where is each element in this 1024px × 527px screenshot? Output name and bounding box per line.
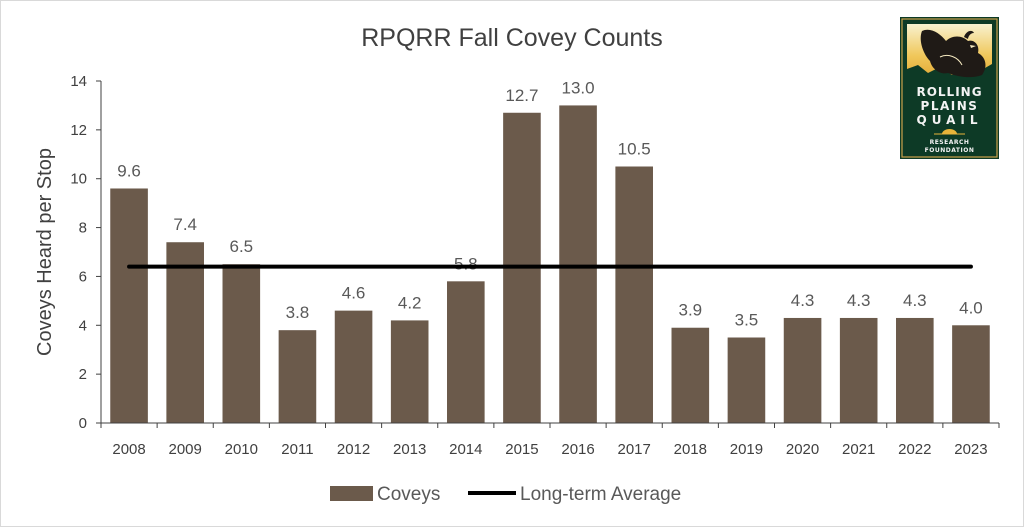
x-tick-label-2019: 2019: [730, 441, 763, 458]
x-tick-label-2015: 2015: [505, 441, 538, 458]
quail-icon: [920, 29, 986, 78]
x-tick-label-2021: 2021: [842, 441, 875, 458]
y-tick-label: 0: [79, 415, 87, 432]
y-tick-label: 14: [70, 73, 87, 90]
x-tick-label-2008: 2008: [112, 441, 145, 458]
x-tick-label-2023: 2023: [954, 441, 987, 458]
x-tick-label-2018: 2018: [674, 441, 707, 458]
data-label-2014: 5.8: [454, 254, 478, 273]
bar-2018: [671, 327, 710, 423]
data-label-2018: 3.9: [678, 301, 702, 320]
y-axis-title: Coveys Heard per Stop: [34, 148, 56, 356]
bar-2019: [727, 337, 766, 423]
x-tick-label-2012: 2012: [337, 441, 370, 458]
x-tick-label-2014: 2014: [449, 441, 482, 458]
y-tick-label: 12: [70, 122, 87, 139]
bar-2022: [896, 317, 934, 423]
x-tick-label-2011: 2011: [281, 441, 313, 458]
x-tick-label-2010: 2010: [225, 441, 258, 458]
y-tick-label: 8: [79, 220, 87, 237]
data-label-2011: 3.8: [286, 303, 310, 322]
data-label-2016: 13.0: [562, 78, 595, 97]
x-tick-label-2020: 2020: [786, 441, 819, 458]
data-label-2013: 4.2: [398, 293, 422, 312]
x-tick-label-2016: 2016: [561, 441, 594, 458]
y-tick-label: 6: [79, 268, 87, 285]
logo-line-3: QUAIL: [917, 113, 983, 127]
data-label-2020: 4.3: [791, 291, 815, 310]
data-label-2009: 7.4: [173, 215, 197, 234]
bar-2013: [390, 320, 429, 423]
data-label-2022: 4.3: [903, 291, 927, 310]
logo-line-4: RESEARCH: [930, 139, 970, 146]
x-tick-label-2017: 2017: [618, 441, 651, 458]
y-tick-label: 10: [70, 171, 87, 188]
bar-2008: [110, 188, 148, 423]
legend-label-average: Long-term Average: [520, 484, 681, 505]
logo-sun-icon: [942, 129, 957, 134]
data-label-2019: 3.5: [735, 311, 759, 330]
y-axis-ticks: 0 2 4 6 8 10 12 14: [70, 73, 101, 432]
x-tick-label-2009: 2009: [169, 441, 202, 458]
axes: [100, 81, 999, 424]
data-label-2017: 10.5: [618, 140, 651, 159]
x-tick-label-2022: 2022: [898, 441, 931, 458]
data-label-2021: 4.3: [847, 291, 871, 310]
y-tick-label: 2: [79, 366, 87, 383]
rpqrf-logo: ROLLING PLAINS QUAIL RESEARCH FOUNDATION: [900, 17, 999, 159]
bar-2011: [278, 330, 317, 423]
chart-title: RPQRR Fall Covey Counts: [361, 24, 662, 52]
bar-2020: [783, 317, 822, 423]
bar-2010: [222, 264, 261, 423]
data-label-2010: 6.5: [229, 237, 253, 256]
bar-2021: [839, 317, 878, 423]
data-label-2012: 4.6: [342, 284, 366, 303]
logo-line-2: PLAINS: [921, 99, 979, 113]
data-labels: 9.6 7.4 6.5 3.8 4.6 4.2 5.8 12.7 13.0 10.5 3.9 3.5 4…: [117, 78, 983, 329]
x-axis-ticks: 2008 2009 2010 2011 2012 2013 2014 2015 2016 2017…: [100, 423, 1000, 458]
legend-label-coveys: Coveys: [377, 484, 440, 505]
legend-swatch-coveys: [330, 486, 373, 501]
logo-line-1: ROLLING: [916, 85, 982, 99]
y-tick-label: 4: [79, 317, 87, 334]
bar-2012: [334, 310, 373, 423]
bar-2009: [166, 242, 204, 423]
data-label-2015: 12.7: [505, 86, 538, 105]
bar-2014: [447, 281, 485, 423]
logo-line-5: FOUNDATION: [925, 147, 975, 154]
x-tick-label-2013: 2013: [393, 441, 426, 458]
bar-2023: [952, 325, 990, 423]
bar-2017: [615, 166, 653, 423]
logo-hills: [907, 64, 992, 82]
data-label-2008: 9.6: [117, 161, 141, 180]
legend: Coveys Long-term Average: [330, 484, 681, 505]
data-label-2023: 4.0: [959, 298, 983, 317]
logo-border: [901, 18, 998, 158]
bars: [110, 105, 990, 423]
bar-2016: [559, 105, 597, 423]
